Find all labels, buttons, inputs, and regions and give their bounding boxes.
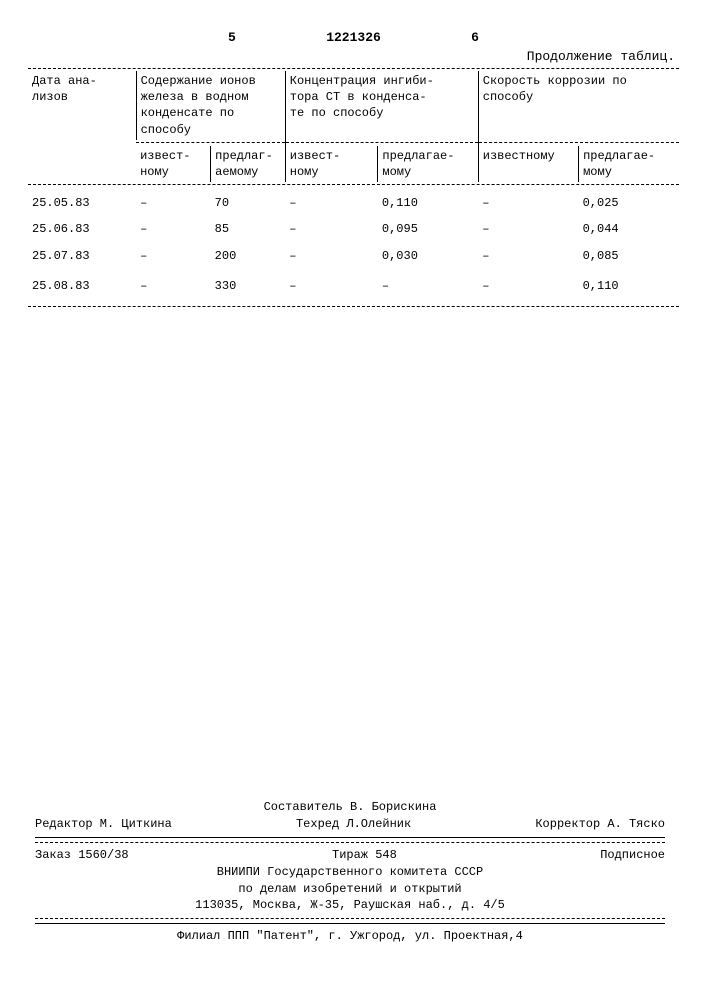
right-page-mark: 6 <box>471 30 479 45</box>
page-marks: 5 1221326 6 <box>28 30 679 49</box>
table-top-rule <box>28 68 679 69</box>
cell-corr-k: – <box>478 187 578 213</box>
hdr-corr-prop: предлагае- мому <box>579 146 679 182</box>
table-caption: Продолжение таблиц. <box>28 49 679 66</box>
data-table: Дата ана- лизов Содержание ионов железа … <box>28 71 679 182</box>
hdr-iron-prop: предлаг- аемому <box>211 146 286 182</box>
cell-inh-p: – <box>378 270 478 296</box>
cell-iron-p: 200 <box>211 240 286 270</box>
cell-inh-k: – <box>285 240 378 270</box>
table-header-rule <box>28 184 679 185</box>
podpisnoe: Подписное <box>600 847 665 864</box>
branch-line: Филиал ППП "Патент", г. Ужгород, ул. Про… <box>35 928 665 945</box>
cell-corr-k: – <box>478 270 578 296</box>
hdr-corr-known: известному <box>478 146 578 182</box>
cell-date: 25.08.83 <box>28 270 136 296</box>
cell-corr-k: – <box>478 240 578 270</box>
address-line-1: 113035, Москва, Ж-35, Раушская наб., д. … <box>35 897 665 914</box>
hdr-date: Дата ана- лизов <box>28 71 136 182</box>
table-bottom-rule <box>28 306 679 307</box>
credits-row: Редактор М. Циткина Техред Л.Олейник Кор… <box>35 816 665 833</box>
hdr-inh-prop: предлагае- мому <box>378 146 478 182</box>
cell-corr-p: 0,085 <box>579 240 679 270</box>
cell-inh-k: – <box>285 270 378 296</box>
cell-inh-p: 0,030 <box>378 240 478 270</box>
table-row: 25.05.83 – 70 – 0,110 – 0,025 <box>28 187 679 213</box>
cell-date: 25.07.83 <box>28 240 136 270</box>
cell-inh-k: – <box>285 187 378 213</box>
org-line-2: по делам изобретений и открытий <box>35 881 665 898</box>
data-table-body: 25.05.83 – 70 – 0,110 – 0,025 25.06.83 –… <box>28 187 679 296</box>
hdr-iron-known: извест- ному <box>136 146 211 182</box>
cell-iron-p: 70 <box>211 187 286 213</box>
doc-number: 1221326 <box>326 30 381 45</box>
hdr-inh-known: извест- ному <box>285 146 378 182</box>
editor-credit: Редактор М. Циткина <box>35 816 172 833</box>
order-number: Заказ 1560/38 <box>35 847 129 864</box>
compiler-line: Составитель В. Борискина <box>35 799 665 816</box>
cell-iron-k: – <box>136 187 211 213</box>
cell-corr-k: – <box>478 213 578 239</box>
cell-iron-p: 330 <box>211 270 286 296</box>
cell-iron-k: – <box>136 240 211 270</box>
header-row-1: Дата ана- лизов Содержание ионов железа … <box>28 71 679 140</box>
left-page-mark: 5 <box>228 30 236 45</box>
corrector-credit: Корректор А. Тяско <box>535 816 665 833</box>
cell-date: 25.06.83 <box>28 213 136 239</box>
footer-rule-1b <box>35 842 665 843</box>
table-row: 25.08.83 – 330 – – – 0,110 <box>28 270 679 296</box>
hdr-corrosion: Скорость коррозии по способу <box>478 71 679 140</box>
hdr-iron: Содержание ионов железа в водном конденс… <box>136 71 285 140</box>
cell-corr-p: 0,025 <box>579 187 679 213</box>
cell-inh-p: 0,095 <box>378 213 478 239</box>
cell-corr-p: 0,110 <box>579 270 679 296</box>
footer-rule-2 <box>35 918 665 919</box>
cell-inh-p: 0,110 <box>378 187 478 213</box>
cell-iron-p: 85 <box>211 213 286 239</box>
document-page: 5 1221326 6 Продолжение таблиц. Дата ана… <box>0 0 707 329</box>
cell-corr-p: 0,044 <box>579 213 679 239</box>
table-row: 25.07.83 – 200 – 0,030 – 0,085 <box>28 240 679 270</box>
imprint-block: Составитель В. Борискина Редактор М. Цит… <box>35 799 665 945</box>
tirage: Тираж 548 <box>332 847 397 864</box>
hdr-inhibitor: Концентрация ингиби- тора СТ в конденса-… <box>285 71 478 140</box>
footer-rule-2b <box>35 923 665 924</box>
table-row: 25.06.83 – 85 – 0,095 – 0,044 <box>28 213 679 239</box>
cell-inh-k: – <box>285 213 378 239</box>
org-line-1: ВНИИПИ Государственного комитета СССР <box>35 864 665 881</box>
cell-iron-k: – <box>136 213 211 239</box>
order-row: Заказ 1560/38 Тираж 548 Подписное <box>35 847 665 864</box>
cell-date: 25.05.83 <box>28 187 136 213</box>
techred-credit: Техред Л.Олейник <box>296 816 411 833</box>
footer-rule-1 <box>35 837 665 838</box>
cell-iron-k: – <box>136 270 211 296</box>
